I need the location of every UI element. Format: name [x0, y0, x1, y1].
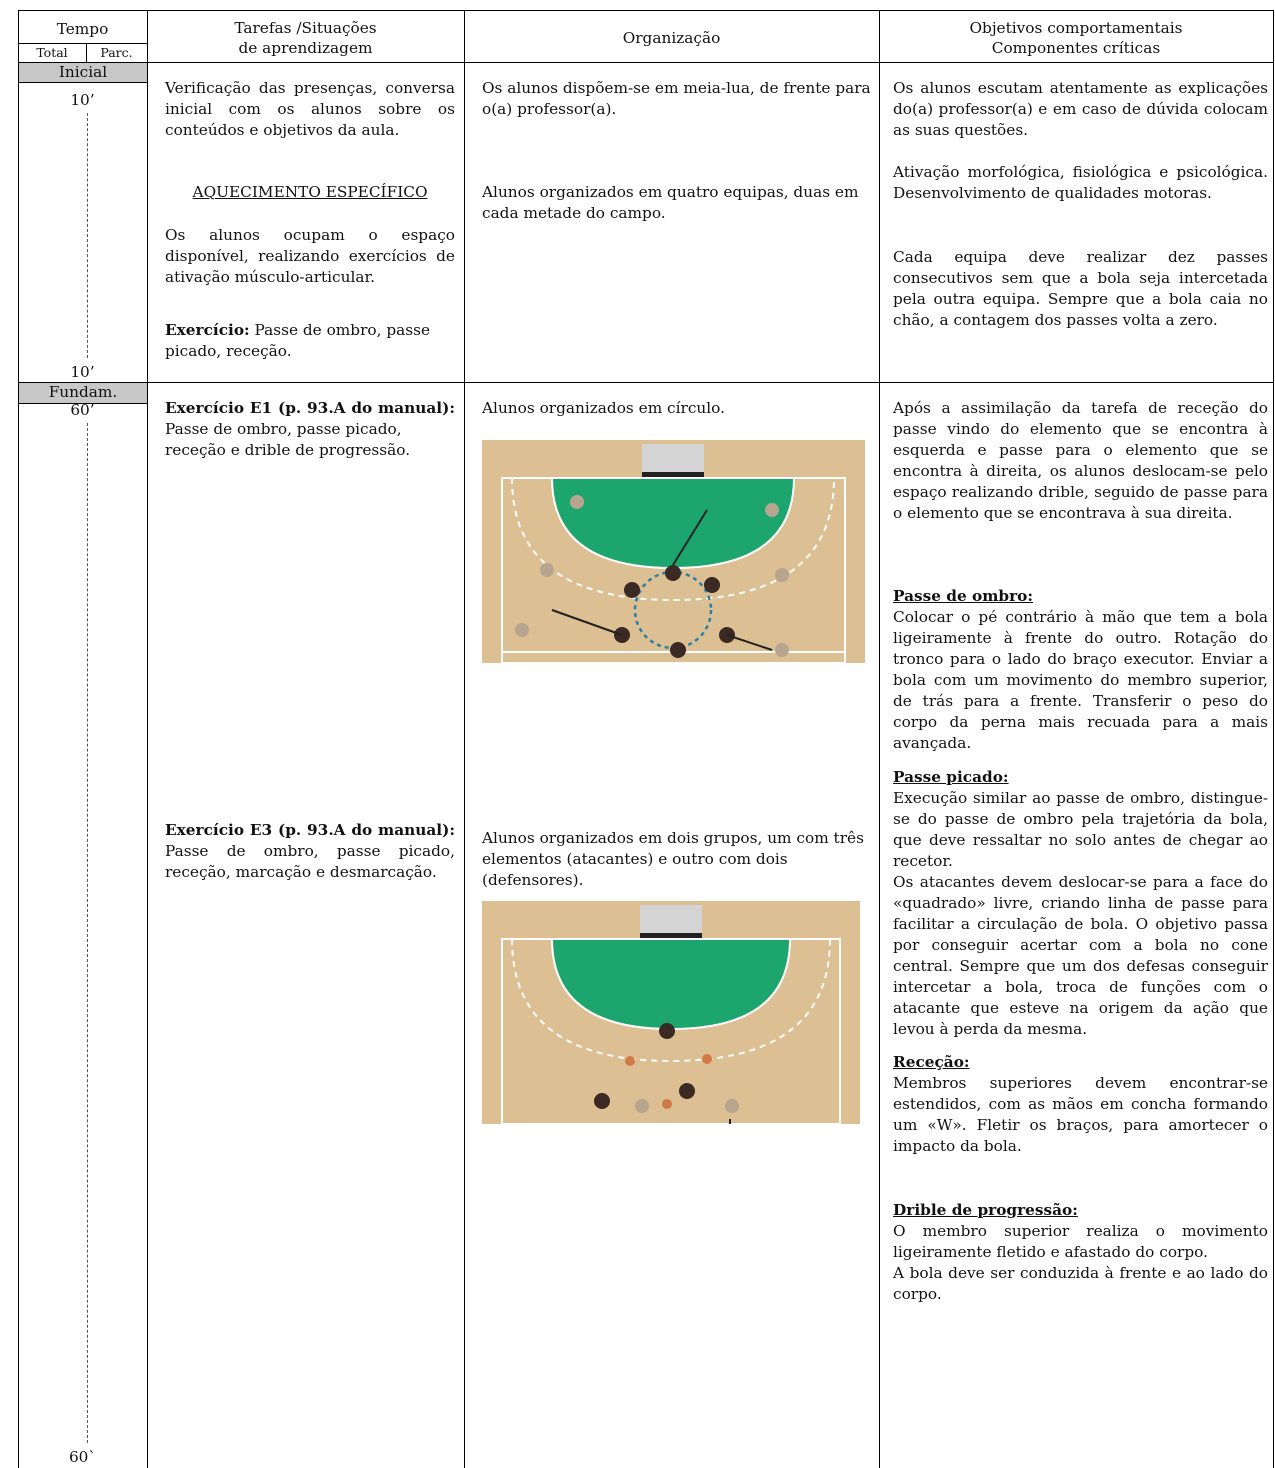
header-organizacao: Organização [622, 29, 721, 47]
item-text: Os atacantes devem deslocar-se para a fa… [893, 873, 1268, 1038]
time-line [87, 113, 88, 358]
border [86, 43, 87, 62]
court-diagram [482, 440, 865, 663]
border [464, 10, 465, 1468]
border [18, 382, 1274, 383]
objective-text: Cada equipa deve realizar dez passes con… [893, 248, 1268, 329]
section-label: Inicial [18, 62, 148, 83]
exercise-text: Passe de ombro, passe picado, receção. [165, 321, 431, 360]
header-line: Tarefas /Situações [234, 19, 377, 37]
time-line [87, 423, 88, 1443]
header-line: de aprendizagem [238, 39, 373, 57]
objective-text: Após a assimilação da tarefa de receção … [893, 399, 1268, 522]
objective-item: Drible de progressão: O membro superior r… [893, 1200, 1268, 1305]
exercise-text: Passe de ombro, passe picado, receção e … [165, 420, 411, 459]
border [879, 10, 880, 1468]
time-start: 60’ [70, 401, 95, 419]
objective-item: Receção: Membros superiores devem encontr… [893, 1052, 1268, 1157]
exercise-label: Exercício E1 (p. 93.A do manual): [165, 399, 455, 417]
item-title: Passe de ombro: [893, 587, 1034, 605]
header-total: Total [36, 45, 68, 60]
time-end: 60` [68, 1448, 97, 1466]
border [18, 10, 19, 1468]
border [147, 10, 148, 1468]
heading: AQUECIMENTO ESPECÍFICO [192, 183, 428, 201]
task-text: Verificação das presenças, conversa inic… [165, 79, 455, 139]
court-diagram [482, 901, 860, 1124]
border [18, 62, 1274, 63]
section-label: Fundam. [18, 382, 148, 404]
exercise-label: Exercício: [165, 321, 250, 339]
objective-item: Passe de ombro: Colocar o pé contrário à … [893, 586, 1268, 754]
header-parc: Parc. [100, 45, 133, 60]
item-title: Drible de progressão: [893, 1201, 1078, 1219]
item-text: Execução similar ao passe de ombro, dist… [893, 789, 1268, 870]
item-text: Colocar o pé contrário à mão que tem a b… [893, 608, 1268, 752]
item-title: Receção: [893, 1053, 970, 1071]
item-text: Membros superiores devem encontrar-se es… [893, 1074, 1268, 1155]
task-exercise: Exercício: Passe de ombro, passe picado,… [165, 320, 455, 362]
objective-text: Ativação morfológica, fisiológica e psic… [893, 163, 1268, 202]
task-text: Os alunos ocupam o espaço disponível, re… [165, 226, 455, 286]
border [1273, 10, 1274, 1468]
border [18, 43, 148, 44]
task-exercise: Exercício E1 (p. 93.A do manual): Passe … [165, 398, 455, 461]
time-start: 10’ [70, 91, 95, 109]
item-text: O membro superior realiza o movimento li… [893, 1222, 1268, 1261]
border [18, 10, 1274, 11]
exercise-label: Exercício E3 (p. 93.A do manual): [165, 821, 455, 839]
item-title: Passe picado: [893, 768, 1009, 786]
organization-text: Alunos organizados em dois grupos, um co… [482, 829, 864, 889]
task-exercise: Exercício E3 (p. 93.A do manual): Passe … [165, 820, 455, 883]
organization-text: Alunos organizados em quatro equipas, du… [482, 183, 859, 222]
time-end: 10’ [70, 363, 95, 381]
header-line: Objetivos comportamentais [969, 19, 1183, 37]
header-tarefas: Tarefas /Situações de aprendizagem [147, 18, 464, 58]
task-heading: AQUECIMENTO ESPECÍFICO [165, 182, 455, 203]
organization-text: Alunos organizados em círculo. [482, 399, 725, 417]
objective-text: Os alunos escutam atentamente as explica… [893, 79, 1268, 139]
exercise-text: Passe de ombro, passe picado, receção, m… [165, 842, 455, 881]
objective-item: Passe picado: Execução similar ao passe d… [893, 767, 1268, 1040]
header-objetivos: Objetivos comportamentais Componentes cr… [879, 18, 1273, 58]
header-line: Componentes críticas [991, 39, 1161, 57]
header-tempo: Tempo [56, 20, 109, 38]
organization-text: Os alunos dispõem-se em meia-lua, de fre… [482, 79, 871, 118]
item-text: A bola deve ser conduzida à frente e ao … [893, 1264, 1268, 1303]
